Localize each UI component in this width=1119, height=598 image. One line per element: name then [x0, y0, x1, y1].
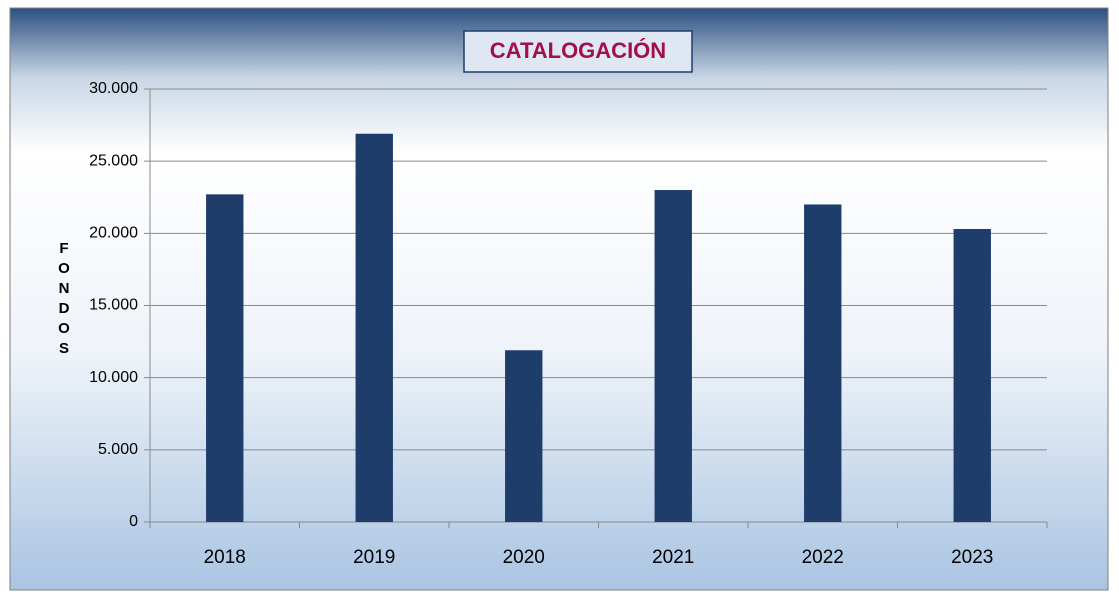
bar [505, 350, 543, 522]
bar [804, 204, 842, 522]
x-tick-label: 2019 [353, 547, 395, 568]
y-tick-label: 20.000 [89, 225, 138, 242]
y-tick-label: 10.000 [89, 369, 138, 386]
y-tick-label: 0 [129, 513, 138, 530]
y-tick-label: 25.000 [89, 152, 138, 169]
y-tick-label: 30.000 [89, 80, 138, 97]
y-axis-label: FONDOS [56, 240, 73, 360]
x-tick-label: 2018 [204, 547, 246, 568]
y-tick-label: 15.000 [89, 297, 138, 314]
bar [953, 229, 991, 522]
bar [654, 190, 692, 523]
bar [206, 194, 244, 522]
chart-background [9, 7, 1109, 591]
x-tick-label: 2020 [503, 547, 545, 568]
x-tick-label: 2021 [652, 547, 694, 568]
title-box [463, 30, 693, 73]
chart-title: CATALOGACIÓN [490, 38, 666, 63]
x-tick-label: 2022 [802, 547, 844, 568]
x-tick-label: 2023 [951, 547, 993, 568]
bar [355, 133, 393, 522]
y-tick-label: 5.000 [98, 441, 138, 458]
